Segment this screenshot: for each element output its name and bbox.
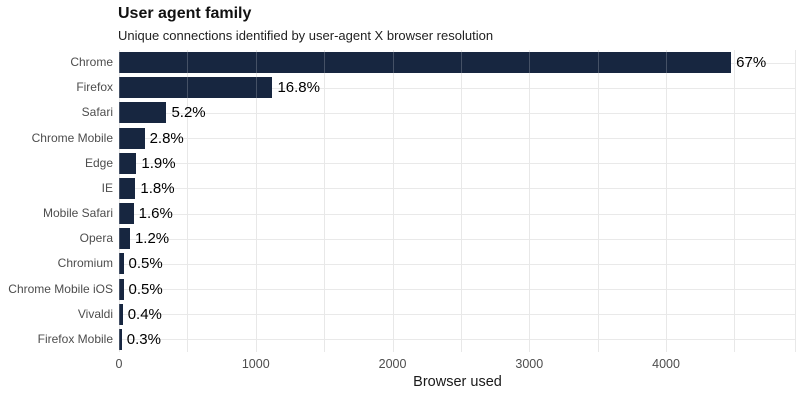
bar-firefox-mobile — [119, 328, 122, 350]
bar-value-label: 5.2% — [171, 104, 206, 122]
gridline-horizontal — [119, 213, 796, 215]
y-axis-category-label-edge: Edge — [84, 155, 113, 170]
chart-subtitle: Unique connections identified by user-ag… — [118, 28, 494, 43]
bar-chrome-mobile — [119, 127, 145, 149]
bar-firefox — [119, 77, 273, 99]
gridline-vertical-overlay — [460, 50, 462, 352]
gridline-horizontal — [119, 314, 796, 316]
bar-value-label: 0.4% — [127, 305, 162, 323]
y-axis-category-label-vivaldi: Vivaldi — [77, 306, 113, 321]
bar-value-label: 0.5% — [128, 255, 163, 273]
gridline-vertical — [119, 50, 120, 352]
y-axis-category-label-firefox-mobile: Firefox Mobile — [37, 331, 113, 346]
y-axis-labels: Chrome Firefox Safari Chrome Mobile Edge IE Mo… — [0, 50, 113, 352]
bar-mobile-safari — [119, 203, 134, 225]
x-axis-tick-label: 2000 — [378, 357, 407, 371]
gridline-horizontal — [119, 138, 796, 140]
bar-opera — [119, 228, 130, 250]
bar-edge — [119, 152, 137, 174]
bar-value-label: 2.8% — [149, 129, 184, 147]
y-axis-category-label-chromium: Chromium — [57, 256, 113, 271]
gridline-vertical — [795, 50, 796, 352]
bar-chromium — [119, 253, 124, 275]
plot-area: 67% 16.8% 5.2% 2.8% 1.9% 1.8% 1.6% 1.2% 0.5% 0.5%… — [119, 50, 796, 352]
x-axis-tick-label: 3000 — [515, 357, 544, 371]
gridline-horizontal — [119, 289, 796, 291]
gridline-horizontal — [119, 112, 796, 114]
gridline-horizontal — [119, 339, 796, 341]
bar-vivaldi — [119, 303, 123, 325]
gridline-vertical-overlay — [795, 50, 796, 352]
gridline-vertical — [666, 50, 668, 352]
gridline-horizontal — [119, 163, 796, 165]
gridline-horizontal — [119, 238, 796, 240]
gridline-vertical-overlay — [529, 50, 531, 352]
bar-chrome — [119, 52, 732, 74]
x-axis-tick-label: 4000 — [652, 357, 680, 371]
y-axis-category-label-ie: IE — [101, 180, 113, 195]
chart-title: User agent family — [118, 5, 252, 22]
gridline-vertical-overlay — [734, 50, 736, 352]
bar-value-label: 16.8% — [277, 79, 320, 97]
y-axis-category-label-firefox: Firefox — [76, 80, 113, 95]
gridline-horizontal — [119, 188, 796, 190]
gridline-vertical — [597, 50, 599, 352]
bar-value-label: 67% — [736, 54, 767, 71]
gridline-vertical-overlay — [187, 50, 189, 352]
gridline-horizontal — [119, 263, 796, 265]
y-axis-category-label-mobile-safari: Mobile Safari — [42, 206, 113, 220]
y-axis-category-label-chrome-mobile: Chrome Mobile — [31, 130, 113, 145]
gridline-vertical — [392, 50, 394, 352]
gridline-vertical-overlay — [392, 50, 394, 352]
gridline-vertical-overlay — [324, 50, 326, 352]
gridline-vertical-overlay — [119, 50, 120, 352]
y-axis-category-label-chrome-mobile-ios: Chrome Mobile iOS — [8, 281, 113, 296]
y-axis-category-label-chrome: Chrome — [70, 55, 113, 69]
gridline-vertical — [529, 50, 531, 352]
x-axis-tick-label: 1000 — [241, 357, 270, 371]
bar-value-label: 1.9% — [141, 154, 176, 172]
gridline-vertical-overlay — [597, 50, 599, 352]
bar-value-label: 1.8% — [140, 179, 175, 197]
y-axis-category-label-opera: Opera — [79, 231, 113, 246]
bar-value-label: 1.6% — [138, 205, 173, 222]
gridline-vertical — [255, 50, 257, 352]
gridline-vertical — [324, 50, 326, 352]
bar-value-label: 1.2% — [134, 230, 170, 248]
bar-ie — [119, 177, 136, 199]
y-axis-category-label-safari: Safari — [81, 105, 113, 120]
bar-safari — [119, 102, 167, 124]
bar-value-label: 0.3% — [126, 330, 161, 348]
gridline-horizontal — [119, 87, 796, 89]
gridline-vertical — [734, 50, 736, 352]
gridline-vertical-overlay — [255, 50, 257, 352]
bar-chrome-mobile-ios — [119, 278, 124, 300]
x-axis-tick-label: 0 — [115, 357, 123, 371]
gridline-vertical-overlay — [666, 50, 668, 352]
gridline-vertical — [187, 50, 189, 352]
x-axis-title: Browser used — [413, 374, 502, 390]
gridline-vertical — [460, 50, 462, 352]
bar-value-label: 0.5% — [128, 280, 163, 298]
